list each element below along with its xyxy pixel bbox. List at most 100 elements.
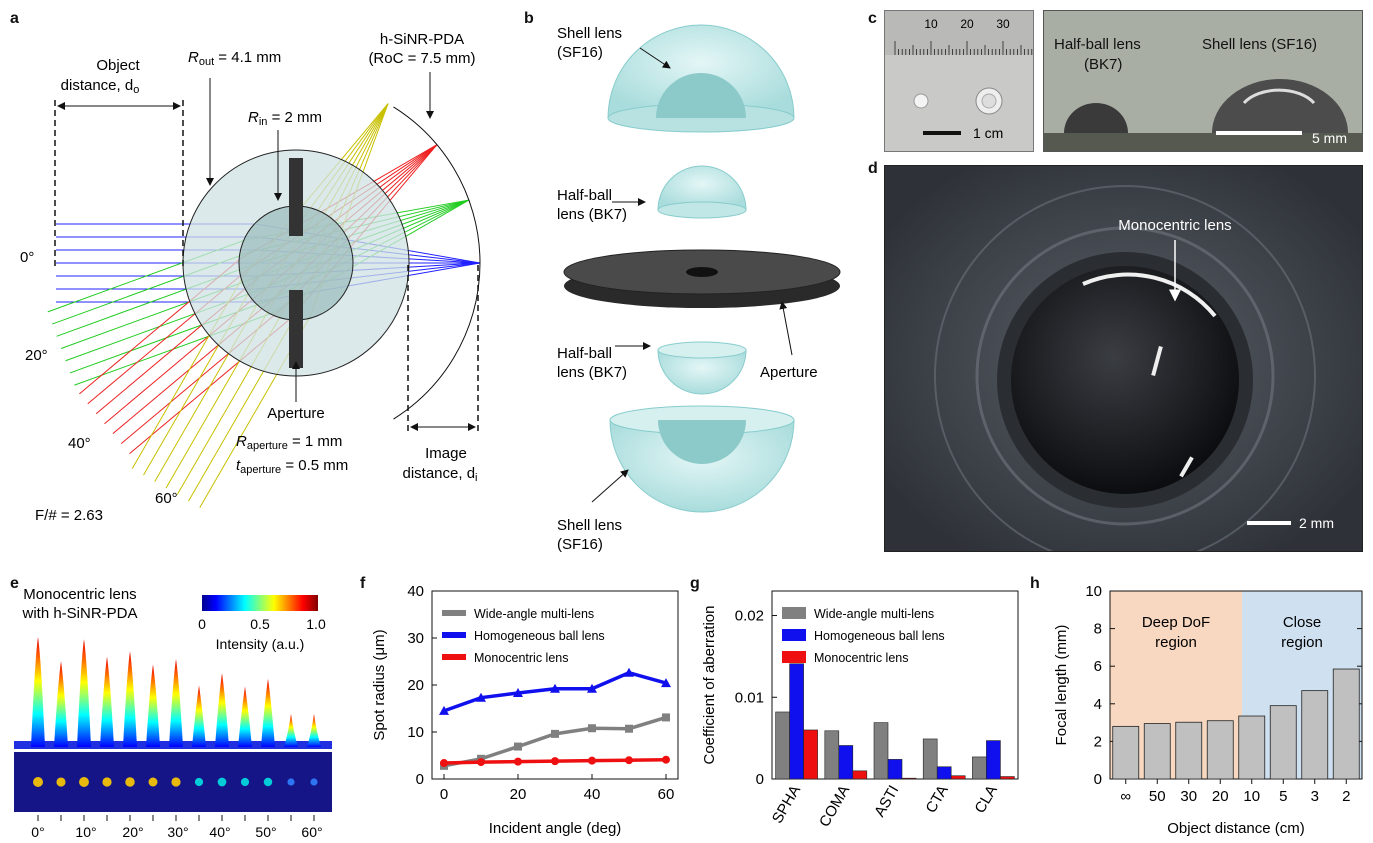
h-bar-4 (1238, 715, 1266, 780)
g-ytick-label: 0 (756, 771, 764, 788)
spot-3 (102, 777, 112, 787)
e-xtick-40: 40° (209, 824, 230, 840)
spot-7 (194, 777, 204, 787)
image-distance-label: Image (425, 445, 467, 462)
g-legend-swatch (782, 607, 806, 619)
half-ball-photo (1064, 103, 1128, 133)
panel-f-chart: 0 20 40 60 0 10 20 30 40 Wide-angle multi-lens Ho… (371, 583, 679, 837)
panel-label-g: g (690, 575, 700, 592)
aperture-label: Aperture (267, 405, 325, 422)
h-bar-7 (1332, 668, 1360, 780)
f-point (513, 687, 523, 697)
shell-bottom-pointer (591, 469, 629, 503)
colorbar-tick-1: 1.0 (306, 616, 326, 632)
f-point (661, 678, 671, 688)
panel-b-exploded-view: Shell lens (SF16) Half-ball lens (BK7) H… (557, 24, 841, 553)
spot-2 (79, 777, 89, 787)
r-aperture-label: Raperture = 1 mm (236, 433, 342, 452)
lens-highlight (1082, 272, 1217, 318)
ruler-tick-30: 30 (996, 17, 1010, 31)
h-bars (1112, 668, 1360, 780)
intensity-peak-5 (146, 664, 160, 747)
g-ytick-label: 0.01 (735, 689, 764, 706)
f-point (625, 724, 633, 733)
f-point (477, 758, 485, 767)
close-label: Close (1283, 614, 1321, 631)
spot-11 (287, 778, 295, 786)
g-xtick-label: CLA (972, 783, 1001, 817)
spot-10 (263, 777, 273, 787)
colorbar-tick-0: 0 (198, 616, 206, 632)
h-xtick-label: ∞ (1120, 788, 1131, 805)
f-point (624, 667, 634, 677)
f-point (514, 757, 522, 766)
g-bar-COMA-1 (838, 745, 854, 780)
rin-label: Rin = 2 mm (248, 109, 322, 128)
f-xtick-label: 20 (510, 786, 527, 803)
intensity-peak-9 (238, 686, 252, 747)
monocentric-lens-photo: Monocentric lens 2 mm (884, 165, 1363, 567)
shell-lens-photo (1212, 79, 1348, 133)
half-ball-photo-label: Half-ball lens (1054, 36, 1141, 53)
half-ball-top (657, 165, 747, 211)
spot-6 (171, 777, 181, 787)
f-ytick-label: 10 (407, 724, 424, 741)
intensity-peaks (14, 637, 332, 749)
g-legend-swatch (782, 651, 806, 663)
f-legend-label: Homogeneous ball lens (474, 629, 605, 643)
aperture-bottom (289, 290, 303, 368)
shell-bottom-label: Shell lens (557, 517, 622, 534)
e-xtick-20: 20° (122, 824, 143, 840)
shell-photo-label: Shell lens (SF16) (1202, 36, 1317, 53)
e-xtick-10: 10° (75, 824, 96, 840)
large-lens-inner (981, 93, 997, 109)
g-bar-ASTI-0 (873, 722, 889, 780)
h-bar-0 (1112, 725, 1140, 780)
g-bars (775, 663, 1015, 780)
f-point (662, 755, 670, 764)
intensity-peak-0 (31, 637, 45, 747)
e-title: Monocentric lens (23, 586, 136, 603)
scale-bar-5mm (1216, 131, 1302, 135)
monocentric-photo-svg: Monocentric lens 2 mm (885, 166, 1362, 567)
e-title-2: with h-SiNR-PDA (21, 605, 137, 622)
lens-ball (1011, 266, 1239, 494)
half-bottom-label-2: lens (BK7) (557, 364, 627, 381)
angle-20-label: 20° (25, 347, 48, 364)
f-point (476, 692, 486, 702)
g-bar-CTA-0 (922, 738, 938, 780)
scale-bar-1cm (923, 131, 961, 135)
shell-top-label-2: (SF16) (557, 44, 603, 61)
middle-ring (975, 226, 1275, 526)
h-xtick-label: 20 (1212, 788, 1229, 805)
h-xtick-label: 2 (1342, 788, 1350, 805)
g-xtick-label: CTA (922, 783, 951, 817)
panel-g-chart: 0 0.01 0.02 SPHA COMA ASTI CTA CLA Wide-angle m… (701, 590, 1019, 830)
f-point (550, 683, 560, 693)
scale-label-2mm: 2 mm (1299, 515, 1334, 531)
g-ytick-label: 0.02 (735, 608, 764, 625)
f-point (588, 756, 596, 765)
panel-label-h: h (1030, 575, 1040, 592)
intensity-peak-1 (54, 661, 68, 747)
half-top-label: Half-ball (557, 187, 612, 204)
spot-12 (310, 778, 318, 786)
f-xlabel: Incident angle (deg) (489, 820, 622, 837)
g-legend-label: Wide-angle multi-lens (814, 607, 934, 621)
panel-h-chart: 0 2 4 6 8 10 ∞ 50 30 20 10 5 3 2 Deep DoF region Clos… (1053, 583, 1363, 837)
intensity-peak-4 (123, 651, 137, 747)
g-xtick-label: ASTI (871, 783, 902, 820)
object-distance-label: Object (96, 57, 140, 74)
panel-label-d: d (868, 160, 878, 177)
h-ytick-label: 2 (1094, 733, 1102, 750)
h-bar-6 (1301, 690, 1329, 780)
f-ytick-label: 20 (407, 677, 424, 694)
shell-highlight (1242, 88, 1316, 105)
h-xtick-label: 5 (1279, 788, 1287, 805)
half-bottom-label: Half-ball (557, 345, 612, 362)
g-bar-CLA-2 (1000, 776, 1015, 780)
h-xlabel: Object distance (cm) (1167, 820, 1305, 837)
t-aperture-label: taperture = 0.5 mm (236, 457, 348, 476)
e-tick-marks (37, 815, 315, 821)
f-xtick-label: 60 (658, 786, 675, 803)
